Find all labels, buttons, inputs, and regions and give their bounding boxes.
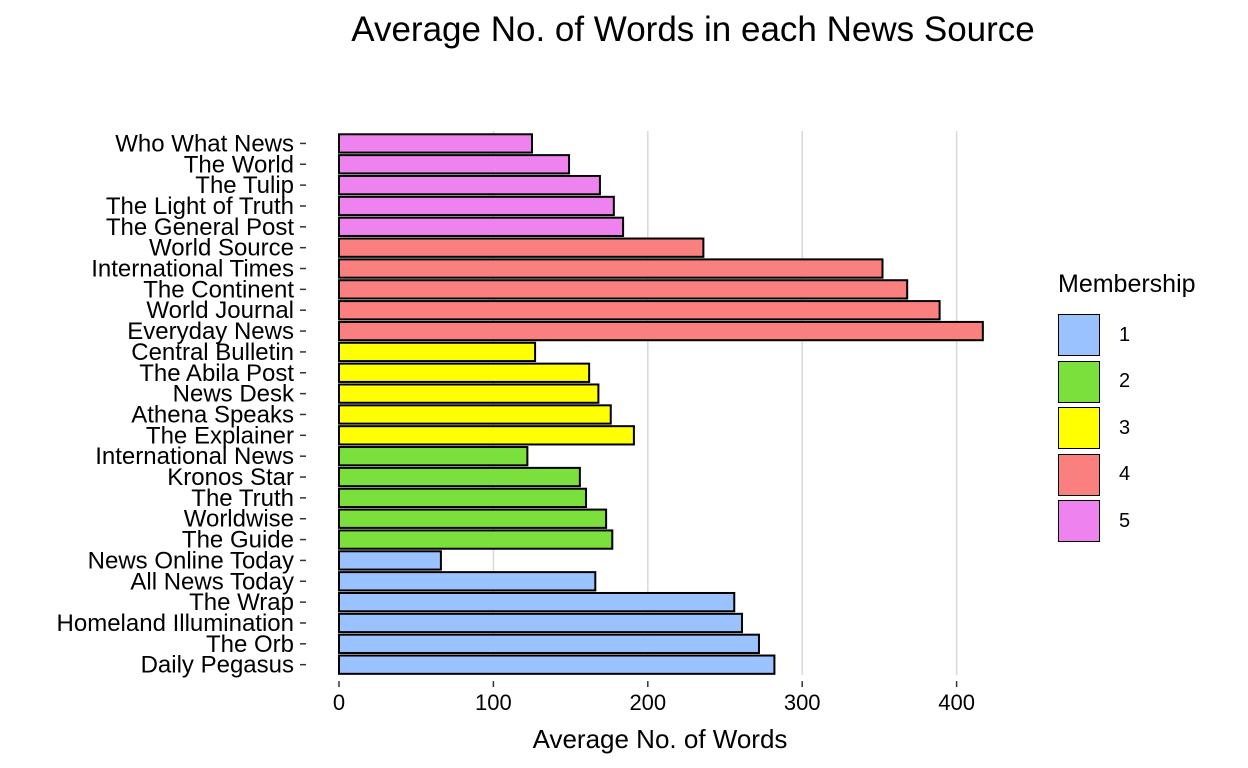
bar — [338, 508, 608, 529]
y-tick-label: News Online Today — [88, 547, 294, 574]
legend-swatch — [1058, 360, 1100, 403]
y-tick-label: Central Bulletin — [131, 339, 294, 366]
y-tick-label: International Times — [91, 256, 294, 283]
legend-items: 1 2 3 4 5 — [1058, 312, 1196, 545]
legend-item: 2 — [1058, 359, 1196, 406]
y-tick-label: The Orb — [206, 631, 294, 658]
legend-title: Membership — [1058, 270, 1196, 298]
legend-item: 4 — [1058, 452, 1196, 499]
bar — [338, 258, 884, 279]
y-tick-label: The Truth — [191, 485, 294, 512]
x-tick-label: 100 — [475, 690, 512, 715]
legend-swatch — [1058, 314, 1100, 357]
bar — [338, 341, 537, 363]
bar — [338, 383, 600, 404]
bar — [338, 633, 760, 654]
x-tick-label: 0 — [333, 690, 345, 715]
y-tick-label: The General Post — [106, 214, 294, 241]
x-tick-label: 200 — [629, 690, 666, 715]
y-tick-label: The Guide — [182, 527, 294, 554]
bar — [338, 571, 597, 592]
y-tick-label: The Wrap — [189, 589, 294, 616]
legend-item: 3 — [1058, 405, 1196, 452]
bars — [338, 133, 984, 675]
bar — [338, 466, 581, 488]
y-tick-label: Everyday News — [127, 318, 294, 345]
bar — [338, 300, 941, 321]
y-tick-label: The Abila Post — [139, 360, 294, 387]
y-tick-label: Athena Speaks — [131, 401, 294, 428]
y-tick-label: The Light of Truth — [106, 193, 294, 220]
legend-swatch — [1058, 500, 1100, 543]
y-tick-label: Homeland Illumination — [57, 610, 294, 637]
bar — [338, 425, 635, 446]
bar — [338, 487, 588, 509]
bar — [338, 612, 743, 634]
bar — [338, 591, 736, 613]
y-tick-label: Daily Pegasus — [141, 652, 294, 679]
bar — [338, 237, 705, 258]
bar — [338, 404, 612, 425]
x-tick-label: 400 — [938, 690, 975, 715]
bar — [338, 195, 615, 217]
legend-label: 3 — [1119, 416, 1131, 439]
y-tick-label: World Source — [149, 235, 294, 262]
y-tick-label: The World — [184, 151, 294, 178]
legend-swatch — [1058, 407, 1100, 450]
bar — [338, 446, 529, 467]
bar — [338, 529, 614, 550]
legend: Membership 1 2 3 4 5 — [1058, 270, 1196, 545]
y-tick-label: The Continent — [143, 276, 294, 303]
bar — [338, 154, 571, 175]
chart-title: Average No. of Words in each News Source — [351, 10, 1035, 49]
legend-item: 5 — [1058, 498, 1196, 545]
bar — [338, 362, 591, 383]
y-tick-label: The Explainer — [146, 422, 294, 449]
legend-item: 1 — [1058, 312, 1196, 359]
bar — [338, 216, 625, 237]
bar — [338, 174, 601, 196]
bar — [338, 133, 533, 154]
y-tick-label: Who What News — [115, 130, 294, 157]
legend-label: 4 — [1119, 463, 1131, 486]
x-axis-title: Average No. of Words — [533, 724, 788, 754]
x-axis: 0 100 200 300 400 — [333, 681, 975, 715]
bar — [338, 550, 442, 571]
legend-label: 5 — [1119, 509, 1131, 532]
y-tick-label: Worldwise — [184, 506, 294, 533]
y-tick-label: The Tulip — [195, 172, 294, 199]
y-tick-label: International News — [95, 443, 294, 470]
bar — [338, 654, 776, 675]
legend-label: 1 — [1119, 323, 1131, 346]
x-tick-label: 300 — [784, 690, 821, 715]
y-tick-label: World Journal — [146, 297, 294, 324]
bar — [338, 320, 984, 342]
y-tick-label: News Desk — [173, 381, 295, 408]
y-tick-label: Kronos Star — [167, 464, 294, 491]
y-tick-label: All News Today — [130, 568, 294, 595]
legend-swatch — [1058, 453, 1100, 496]
bar — [338, 279, 909, 300]
legend-label: 2 — [1119, 370, 1131, 393]
